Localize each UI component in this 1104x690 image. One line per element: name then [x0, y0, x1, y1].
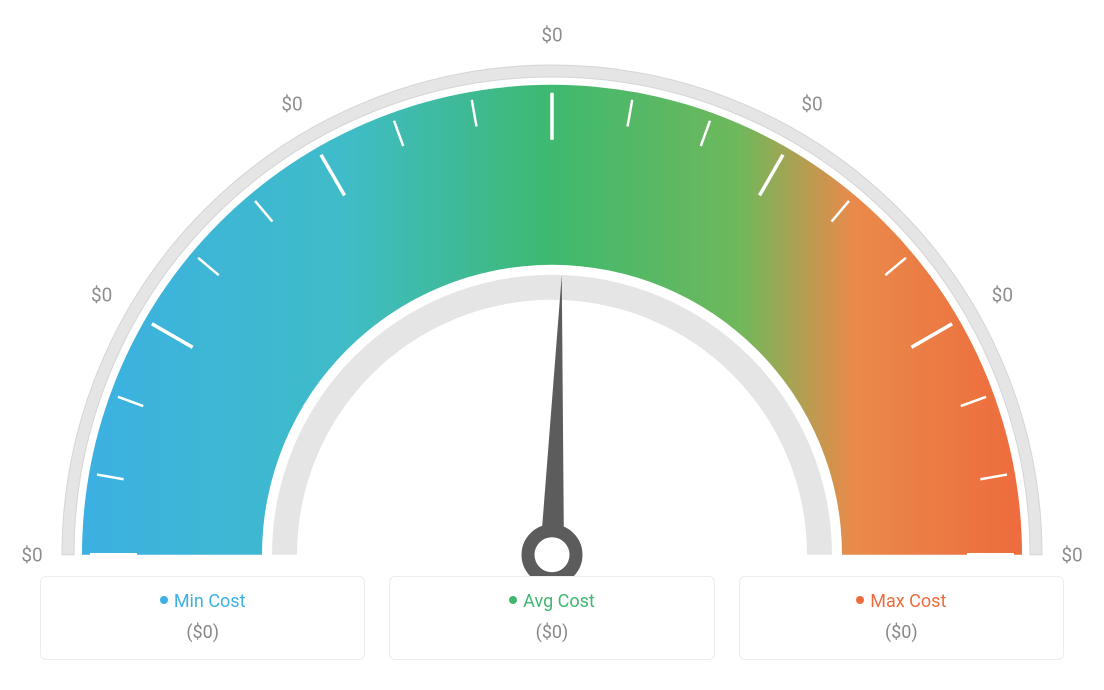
- legend-dot-avg: [509, 596, 517, 604]
- gauge-tick-label: $0: [91, 283, 112, 306]
- legend-row: Min Cost ($0) Avg Cost ($0) Max Cost ($0…: [40, 576, 1064, 660]
- legend-label-max: Max Cost: [870, 591, 946, 612]
- legend-dot-max: [856, 596, 864, 604]
- gauge-tick-label: $0: [21, 543, 42, 566]
- legend-card-max: Max Cost ($0): [739, 576, 1064, 660]
- gauge-tick-label: $0: [801, 93, 822, 116]
- legend-title-avg: Avg Cost: [390, 591, 713, 612]
- legend-title-min: Min Cost: [41, 591, 364, 612]
- gauge-cost-chart: $0 $0 $0 $0 $0 $0 $0 Min Cost ($0) Avg Cost ($…: [0, 0, 1104, 690]
- legend-card-min: Min Cost ($0): [40, 576, 365, 660]
- gauge-svg: [0, 25, 1104, 605]
- gauge-tick-label: $0: [541, 23, 562, 46]
- gauge-tick-label: $0: [1061, 543, 1082, 566]
- legend-dot-min: [160, 596, 168, 604]
- gauge-tick-label: $0: [281, 93, 302, 116]
- legend-value-min: ($0): [41, 622, 364, 643]
- legend-value-avg: ($0): [390, 622, 713, 643]
- gauge-area: $0$0$0$0$0$0$0: [0, 0, 1104, 560]
- legend-label-min: Min Cost: [174, 591, 246, 612]
- legend-card-avg: Avg Cost ($0): [389, 576, 714, 660]
- legend-value-max: ($0): [740, 622, 1063, 643]
- gauge-tick-label: $0: [992, 283, 1013, 306]
- legend-title-max: Max Cost: [740, 591, 1063, 612]
- legend-label-avg: Avg Cost: [523, 591, 595, 612]
